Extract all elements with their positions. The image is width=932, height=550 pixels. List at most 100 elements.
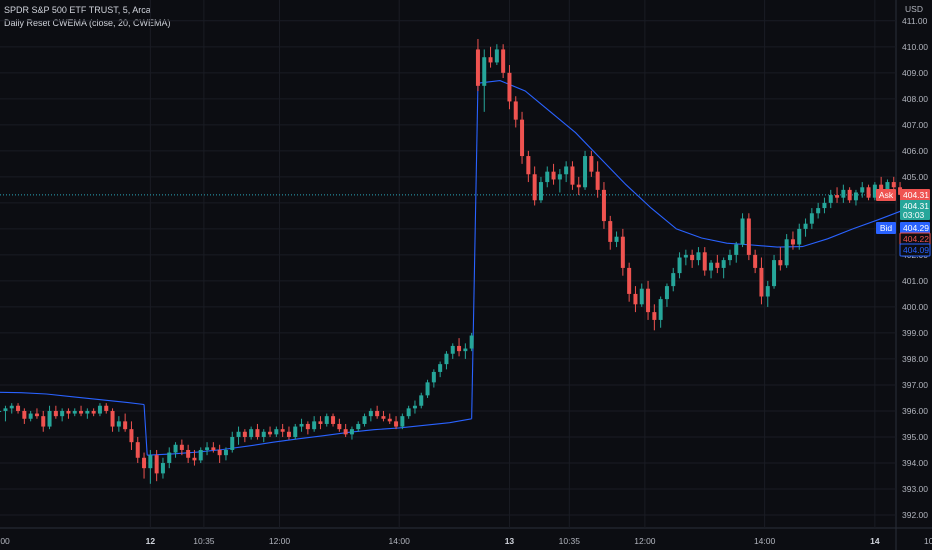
- candle-body: [16, 405, 21, 411]
- candle: [765, 280, 770, 307]
- candle-body: [343, 429, 348, 435]
- candle-body: [230, 436, 235, 450]
- candle: [620, 228, 625, 276]
- candle: [261, 429, 266, 443]
- candle: [362, 413, 367, 427]
- candle-body: [268, 431, 273, 435]
- candle: [167, 447, 172, 469]
- candle: [835, 187, 840, 203]
- candle: [268, 426, 273, 437]
- candle-body: [564, 166, 569, 175]
- candle-body: [790, 239, 795, 245]
- candle: [249, 426, 254, 440]
- candle: [173, 442, 178, 458]
- candle: [34, 408, 39, 419]
- candle: [847, 187, 852, 203]
- price-tick-label: 401.00: [902, 276, 928, 286]
- time-tick-label: 13: [505, 536, 515, 546]
- price-tick-label: 396.00: [902, 406, 928, 416]
- countdown-value: 03:03: [903, 210, 925, 220]
- candle: [507, 65, 512, 110]
- candle-body: [261, 431, 266, 437]
- price-tick-label: 398.00: [902, 354, 928, 364]
- candle: [860, 182, 865, 198]
- candle: [538, 176, 543, 203]
- candle-body: [721, 260, 726, 268]
- candle-body: [167, 452, 172, 463]
- candle-body: [740, 218, 745, 245]
- candle: [142, 452, 147, 479]
- candle-body: [576, 184, 581, 188]
- time-tick-label: 12: [146, 536, 156, 546]
- candle-body: [349, 429, 354, 435]
- candle-body: [412, 405, 417, 409]
- candle-body: [557, 174, 562, 180]
- candle-body: [79, 410, 84, 414]
- ask-tag-value-bg: [900, 189, 930, 201]
- candle: [236, 426, 241, 445]
- candle: [356, 421, 361, 432]
- candles: [0, 39, 903, 484]
- candle: [450, 343, 455, 359]
- candle-body: [646, 288, 651, 313]
- candle-body: [501, 49, 506, 73]
- candle-body: [211, 447, 216, 450]
- candle-body: [3, 408, 8, 411]
- candle: [0, 410, 2, 412]
- candle: [513, 96, 518, 128]
- candle-body: [469, 335, 474, 349]
- candle-body: [312, 421, 317, 430]
- chart-title: SPDR S&P 500 ETF TRUST, 5, Arca: [4, 5, 151, 15]
- candle-body: [356, 423, 361, 430]
- candle-body: [809, 213, 814, 224]
- candle: [463, 343, 468, 359]
- candle: [381, 410, 386, 422]
- candle-body: [286, 431, 291, 437]
- candle-body: [627, 267, 632, 294]
- candle: [406, 405, 411, 419]
- candle: [677, 252, 682, 279]
- candle: [154, 449, 159, 482]
- candle-body: [545, 171, 550, 183]
- candle-body: [727, 254, 732, 261]
- price-tick-label: 411.00: [902, 16, 928, 26]
- candle: [72, 408, 77, 417]
- candle-body: [97, 405, 102, 414]
- candle: [79, 405, 84, 417]
- candle-body: [526, 156, 531, 175]
- candle-body: [293, 426, 298, 437]
- candle: [772, 254, 777, 289]
- candle: [501, 44, 506, 79]
- candle: [192, 449, 197, 466]
- candle: [797, 223, 802, 250]
- candle: [242, 429, 247, 443]
- candle-body: [872, 184, 877, 198]
- candle-body: [570, 166, 575, 185]
- candle-body: [709, 262, 714, 271]
- candle-body: [280, 429, 285, 432]
- candle: [866, 184, 871, 201]
- cwema-line: [0, 80, 929, 456]
- candle: [400, 413, 405, 430]
- candle-body: [702, 252, 707, 271]
- candle-body: [513, 101, 518, 120]
- candle-body: [671, 273, 676, 287]
- candle: [123, 413, 128, 432]
- candle-body: [677, 257, 682, 274]
- candle: [179, 439, 184, 456]
- candle: [721, 257, 726, 279]
- candle: [696, 247, 701, 266]
- candle-body: [142, 457, 147, 469]
- candle-body: [438, 364, 443, 372]
- candle: [312, 416, 317, 432]
- candle-body: [28, 413, 33, 419]
- candle-body: [123, 421, 128, 430]
- candle-body: [589, 156, 594, 172]
- bid-tag: Bid 404.29: [876, 222, 930, 234]
- candle: [305, 421, 310, 435]
- candle-body: [463, 348, 468, 352]
- price-tick-label: 393.00: [902, 484, 928, 494]
- candle: [564, 161, 569, 183]
